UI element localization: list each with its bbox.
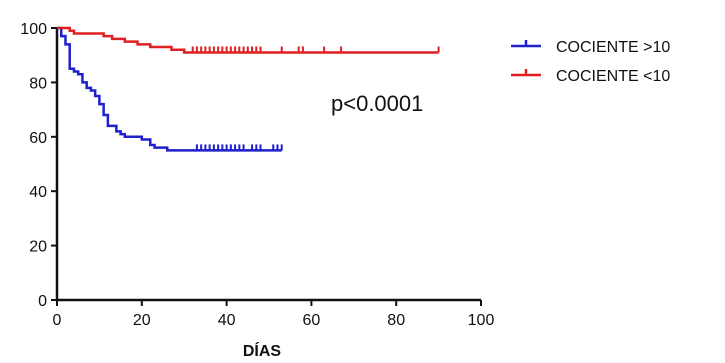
ticks: 0 20 40 60 80 100 0 20 40 60 80 100 [20,21,494,329]
axes [55,28,481,302]
x-tick-label: 80 [387,312,405,329]
x-tick-label: 0 [53,312,62,329]
legend-label-cociente-lt-10: COCIENTE <10 [556,68,670,85]
p-value-annotation: p<0.0001 [331,91,423,116]
y-tick-label: 40 [29,184,47,201]
x-tick-label: 60 [303,312,321,329]
legend-item-cociente-gt-10: COCIENTE >10 [511,39,670,56]
legend: COCIENTE >10 COCIENTE <10 [511,39,670,85]
y-tick-label: 100 [20,21,47,38]
legend-item-cociente-lt-10: COCIENTE <10 [511,68,670,85]
x-axis-title: DÍAS [243,341,282,360]
x-tick-label: 20 [133,312,151,329]
x-tick-label: 100 [468,312,495,329]
y-tick-label: 80 [29,75,47,92]
series-line-0 [57,26,282,152]
x-tick-label: 40 [218,312,236,329]
series-layer [57,26,440,152]
y-tick-label: 20 [29,239,47,256]
y-tick-label: 0 [38,293,47,310]
series-line-1 [57,26,439,54]
y-tick-label: 60 [29,130,47,147]
legend-label-cociente-gt-10: COCIENTE >10 [556,39,670,56]
